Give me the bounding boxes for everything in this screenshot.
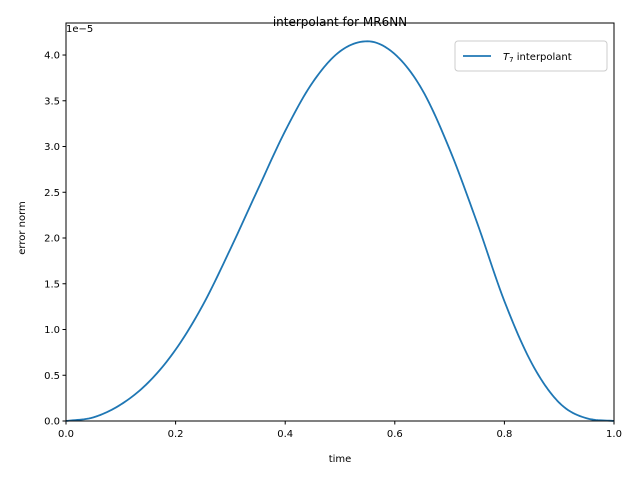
- legend-box: [454, 40, 608, 72]
- y-tick-label: 2.0: [44, 234, 60, 245]
- x-axis-label: time: [329, 454, 352, 465]
- x-tick-label: 0.4: [277, 429, 293, 440]
- legend-math-subscript: 7: [509, 56, 513, 64]
- x-axis-ticks: 0.0 0.2 0.4 0.6 0.8 1.0: [58, 421, 622, 440]
- y-tick-label: 3.0: [44, 142, 60, 153]
- legend-math-symbol: T: [503, 52, 510, 63]
- x-tick-label: 0.8: [496, 429, 512, 440]
- y-tick-label: 3.5: [44, 96, 60, 107]
- legend-entry-label: T7 interpolant: [503, 52, 572, 64]
- x-tick-label: 1.0: [606, 429, 622, 440]
- y-tick-label: 4.0: [44, 51, 60, 62]
- legend: T7 interpolant: [454, 40, 608, 72]
- y-tick-label: 1.5: [44, 279, 60, 290]
- x-tick-label: 0.6: [387, 429, 403, 440]
- y-tick-label: 0.5: [44, 371, 60, 382]
- y-tick-label: 1.0: [44, 325, 60, 336]
- legend-series-text: interpolant: [514, 52, 572, 63]
- x-tick-label: 0.0: [58, 429, 74, 440]
- series-layer: [65, 40, 615, 422]
- y-axis-label: error norm: [17, 201, 28, 255]
- x-tick-label: 0.2: [168, 429, 184, 440]
- chart-title: interpolant for MR6NN: [273, 15, 407, 29]
- y-multiplier-label: 1e−5: [66, 24, 93, 35]
- y-axis-ticks: 0.0 0.5 1.0 1.5 2.0 2.5 3.0 3.5 4.0: [44, 51, 66, 428]
- y-tick-label: 2.5: [44, 188, 60, 199]
- y-tick-label: 0.0: [44, 417, 60, 428]
- series-line: [65, 40, 615, 422]
- plot-area-frame: [65, 22, 615, 422]
